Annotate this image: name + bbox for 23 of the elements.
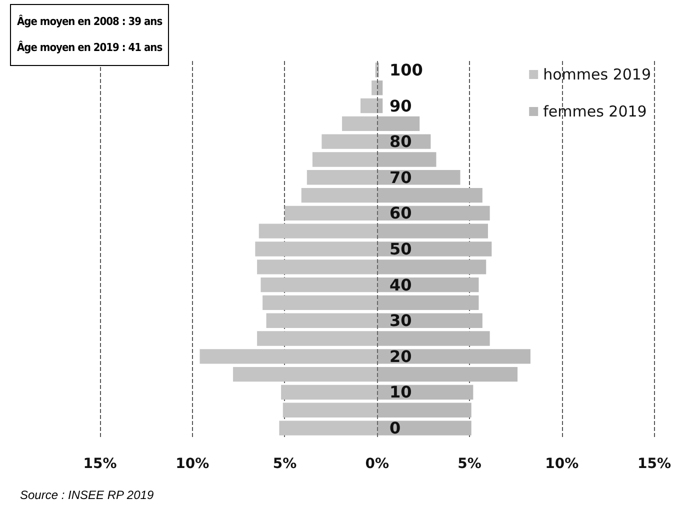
text: Âge moyen en 2019 : 41 ans <box>17 40 162 56</box>
x-tick-label: 0% <box>365 456 390 472</box>
y-tick-label: 100 <box>390 60 423 80</box>
y-tick-label: 60 <box>390 204 412 223</box>
y-tick-label: 50 <box>390 240 412 258</box>
x-tick-label: 15% <box>637 456 672 472</box>
x-tick-label: 10% <box>545 456 579 472</box>
y-tick-label: 20 <box>390 346 412 366</box>
x-tick-label: 5% <box>458 456 482 472</box>
y-tick-label: 80 <box>390 132 412 152</box>
source-note: Source : INSEE RP 2019 <box>20 488 154 502</box>
y-tick-label: 40 <box>390 275 412 294</box>
legend-label: femmes 2019 <box>543 102 647 120</box>
legend-label: hommes 2019 <box>543 66 652 84</box>
y-tick-label: 0 <box>390 418 401 438</box>
x-tick-label: 10% <box>176 456 210 472</box>
y-tick-label: 90 <box>390 96 412 116</box>
x-tick-label: 5% <box>272 456 297 472</box>
y-tick-label: 70 <box>390 168 412 187</box>
y-tick-label: 10 <box>390 382 412 402</box>
y-tick-label: 30 <box>390 311 412 330</box>
text: Âge moyen en 2008 : 39 ans <box>17 14 162 30</box>
x-tick-label: 15% <box>83 456 117 472</box>
